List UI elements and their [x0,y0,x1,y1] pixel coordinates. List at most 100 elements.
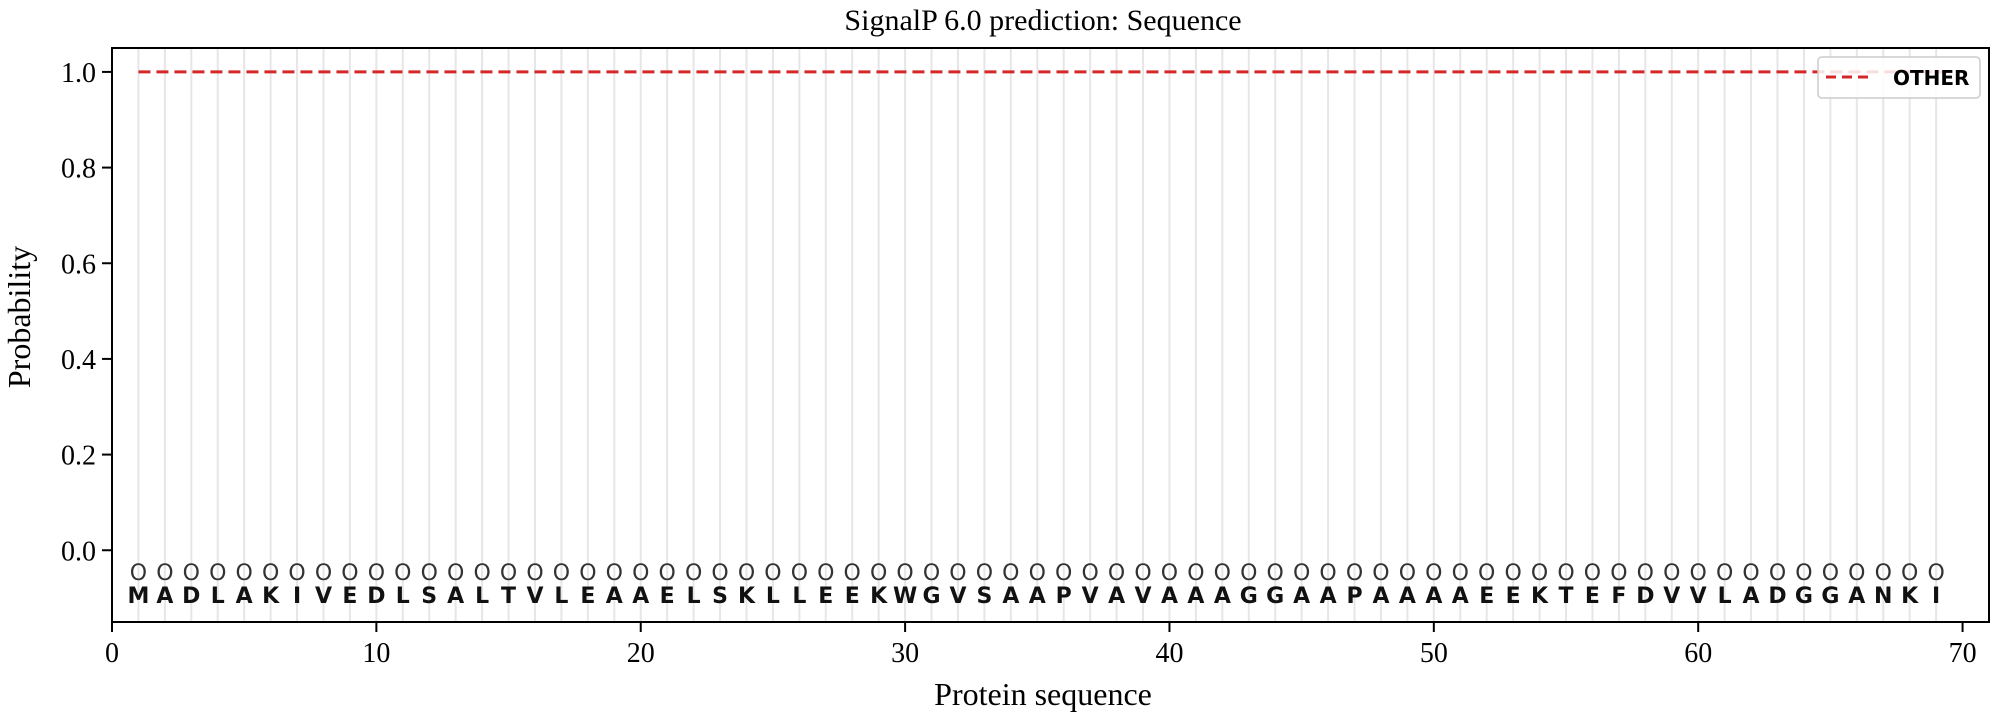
x-tick-label: 20 [627,638,655,669]
state-marker: O [1452,561,1469,586]
residue-label: A [1108,584,1125,609]
state-marker: O [526,561,543,586]
state-marker: O [1610,561,1627,586]
residue-label: A [606,584,623,609]
residue-label: P [1346,584,1362,609]
plot-frame [111,47,1990,623]
residue-label: L [211,584,225,609]
state-marker: O [1584,561,1601,586]
state-marker: O [1108,561,1125,586]
legend: OTHER [1817,56,1981,99]
residue-label: E [660,584,675,609]
residue-label: N [1874,584,1892,609]
residue-label: S [976,584,992,609]
residue-label: G [1821,584,1839,609]
y-axis-label: Probability [1,246,37,388]
residue-label: V [526,584,543,609]
residue-label: G [923,584,941,609]
residue-label: G [1240,584,1258,609]
state-marker: O [1690,561,1707,586]
state-marker: O [1055,561,1072,586]
state-marker: O [341,561,358,586]
residue-label: I [1932,584,1940,609]
state-marker: O [473,561,490,586]
state-marker: O [1002,561,1019,586]
state-marker: O [1293,561,1310,586]
state-marker: O [209,561,226,586]
y-tick-label: 0.6 [61,249,96,280]
residue-label: K [738,584,756,609]
state-marker: O [1478,561,1495,586]
residue-label: A [632,584,649,609]
state-marker: O [394,561,411,586]
residue-label: G [1266,584,1284,609]
state-marker: O [1029,561,1046,586]
state-marker: O [1346,561,1363,586]
residue-label: A [1372,584,1389,609]
residue-label: A [1187,584,1204,609]
state-marker: O [764,561,781,586]
state-marker: O [1663,561,1680,586]
state-marker: O [1927,561,1944,586]
residue-label: S [712,584,728,609]
state-marker: O [1742,561,1759,586]
state-marker: O [1769,561,1786,586]
residue-label: K [1901,584,1919,609]
gridlines [137,48,1938,622]
residue-label: E [818,584,833,609]
state-marker: O [896,561,913,586]
state-marker: O [579,561,596,586]
x-tick-label: 50 [1420,638,1448,669]
residue-label: D [367,584,385,609]
residue-label: L [475,584,489,609]
state-marker: O [262,561,279,586]
state-marker: O [1716,561,1733,586]
residue-label: A [1161,584,1178,609]
residue-label: A [1002,584,1019,609]
residue-label: V [1663,584,1680,609]
residue-label: M [127,584,149,609]
residue-label: L [687,584,701,609]
state-marker: O [447,561,464,586]
residue-label: T [501,584,516,609]
residue-label: E [1506,584,1521,609]
state-marker: O [1161,561,1178,586]
residue-label: A [1452,584,1469,609]
residue-label: L [766,584,780,609]
x-axis-label: Protein sequence [934,676,1152,712]
residue-label: L [1718,584,1732,609]
residue-label: A [1214,584,1231,609]
residue-label: D [182,584,200,609]
residue-label: L [554,584,568,609]
y-tick-label: 0.4 [61,345,96,376]
residue-label: A [156,584,173,609]
state-marker: O [1531,561,1548,586]
state-marker: O [553,561,570,586]
state-marker: O [1187,561,1204,586]
residue-label: D [1636,584,1654,609]
residue-label: W [893,584,917,609]
state-marker: O [949,561,966,586]
state-marker: O [236,561,253,586]
residue-label: L [396,584,410,609]
state-marker: O [1425,561,1442,586]
residue-label: A [447,584,464,609]
residue-label: A [1029,584,1046,609]
residue-label: E [342,584,357,609]
residue-label: K [1531,584,1549,609]
x-axis-ticks: 0 10 20 30 40 50 60 70 [105,622,1977,669]
state-marker: O [368,561,385,586]
x-tick-label: 10 [362,638,390,669]
residue-label: A [1425,584,1442,609]
state-marker: O [1504,561,1521,586]
residue-label: E [845,584,860,609]
residue-label: A [1320,584,1337,609]
state-marker: O [1081,561,1098,586]
state-marker: O [1557,561,1574,586]
legend-box [1817,56,1981,99]
state-marker: O [1372,561,1389,586]
residue-label: L [792,584,806,609]
y-tick-label: 0.2 [61,441,96,472]
y-tick-label: 0.0 [61,536,96,567]
state-marker: O [183,561,200,586]
